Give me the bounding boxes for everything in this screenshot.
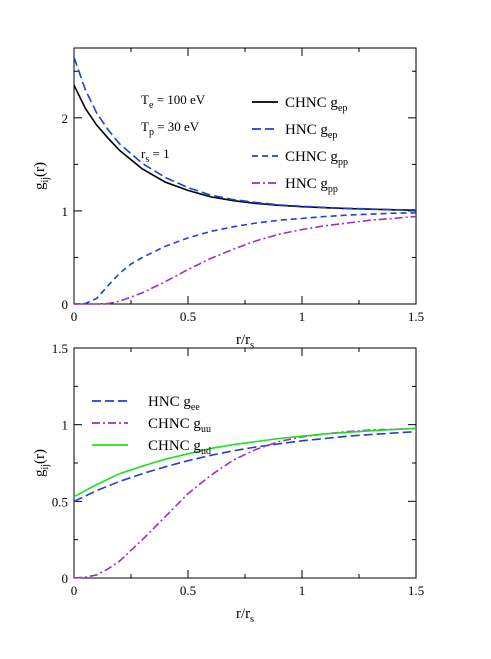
- series-line-chnc-uu: [73, 427, 417, 579]
- legend-label: CHNC gud: [148, 438, 211, 457]
- y-tick-label: 0: [62, 571, 69, 586]
- x-tick-label: 1.5: [408, 309, 424, 324]
- x-tick-label: 0: [71, 583, 78, 598]
- series-line-chnc-ep: [73, 84, 417, 211]
- y-tick-label: 0: [62, 297, 69, 312]
- plot-frame: [73, 47, 417, 305]
- legend-label: HNC gep: [285, 122, 337, 141]
- series-line-hnc-ep: [73, 57, 417, 211]
- y-axis-label: gij(r): [32, 162, 51, 190]
- x-tick-label: 1.5: [408, 583, 424, 598]
- legend-label: CHNC gpp: [285, 149, 348, 168]
- plot-frame: [73, 347, 417, 579]
- parameter-annotation: Tp = 30 eV: [141, 119, 200, 138]
- series-line-chnc-pp: [73, 212, 417, 305]
- top-chart-panel: 0 0.5 1 1.5 0 1 2 r/rs gij(r) CHNC gep HNC gep CHNC…: [32, 47, 424, 351]
- y-tick-label: 1: [62, 418, 69, 433]
- legend-label: CHNC guu: [148, 416, 211, 435]
- legend-label: HNC gpp: [285, 176, 338, 195]
- y-tick-label: 1.5: [52, 341, 68, 356]
- series-line-chnc-ud: [73, 427, 417, 498]
- y-tick-label: 0.5: [52, 494, 68, 509]
- x-tick-label: 1: [299, 309, 306, 324]
- x-tick-label: 0: [71, 309, 78, 324]
- x-tick-label: 1: [299, 583, 306, 598]
- parameter-annotation: Te = 100 eV: [141, 92, 206, 111]
- legend-label: HNC gee: [148, 394, 200, 413]
- bottom-chart-panel: 0 0.5 1 1.5 0 0.5 1 1.5 r/rs gij(r) HNC gee CHNC gu…: [32, 341, 424, 625]
- y-tick-label: 1: [62, 204, 69, 219]
- legend-label: CHNC gep: [285, 95, 347, 114]
- y-tick-label: 2: [62, 111, 69, 126]
- series-line-hnc-pp: [74, 215, 417, 305]
- x-axis-label: r/rs: [236, 332, 254, 351]
- parameter-annotation: rs = 1: [141, 146, 170, 165]
- x-tick-label: 0.5: [180, 309, 196, 324]
- series-line-hnc-ee: [73, 430, 417, 503]
- x-axis-label: r/rs: [236, 606, 254, 625]
- x-tick-label: 0.5: [180, 583, 196, 598]
- y-axis-label: gij(r): [32, 449, 51, 477]
